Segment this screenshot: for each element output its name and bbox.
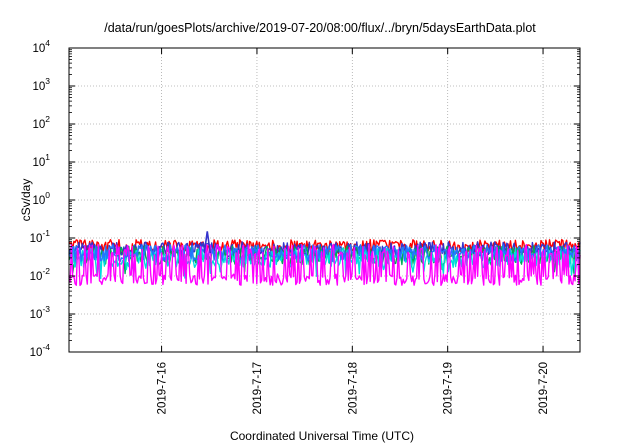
x-axis-label: Coordinated Universal Time (UTC) (230, 429, 414, 443)
y-tick-label: 10-3 (30, 304, 51, 321)
y-axis-label: cSv/day (19, 179, 33, 222)
spike-mark (203, 231, 212, 254)
y-axis: 10-4 10-3 10-2 10-1 100 101 102 103 104 (30, 38, 580, 359)
series-line-6 (68, 243, 581, 287)
x-tick-label: 2019-7-18 (347, 362, 359, 414)
x-tick-label: 2019-7-17 (252, 362, 264, 414)
data-series (68, 231, 581, 287)
y-tick-label: 100 (32, 190, 50, 207)
x-tick-label: 2019-7-16 (157, 362, 169, 414)
y-tick-label: 10-4 (30, 342, 51, 359)
y-tick-label: 102 (32, 114, 50, 131)
y-tick-label: 101 (32, 152, 50, 169)
y-tick-label: 10-2 (30, 266, 51, 283)
y-tick-label: 104 (32, 38, 50, 55)
x-axis: 2019-7-16 2019-7-17 2019-7-18 2019-7-19 2019… (157, 48, 550, 414)
chart-title: /data/run/goesPlots/archive/2019-07-20/0… (104, 21, 536, 35)
x-tick-label: 2019-7-20 (538, 362, 550, 414)
x-tick-label: 2019-7-19 (443, 362, 455, 414)
y-tick-label: 10-1 (30, 228, 51, 245)
y-tick-label: 103 (32, 76, 50, 93)
grid-lines (69, 48, 580, 352)
